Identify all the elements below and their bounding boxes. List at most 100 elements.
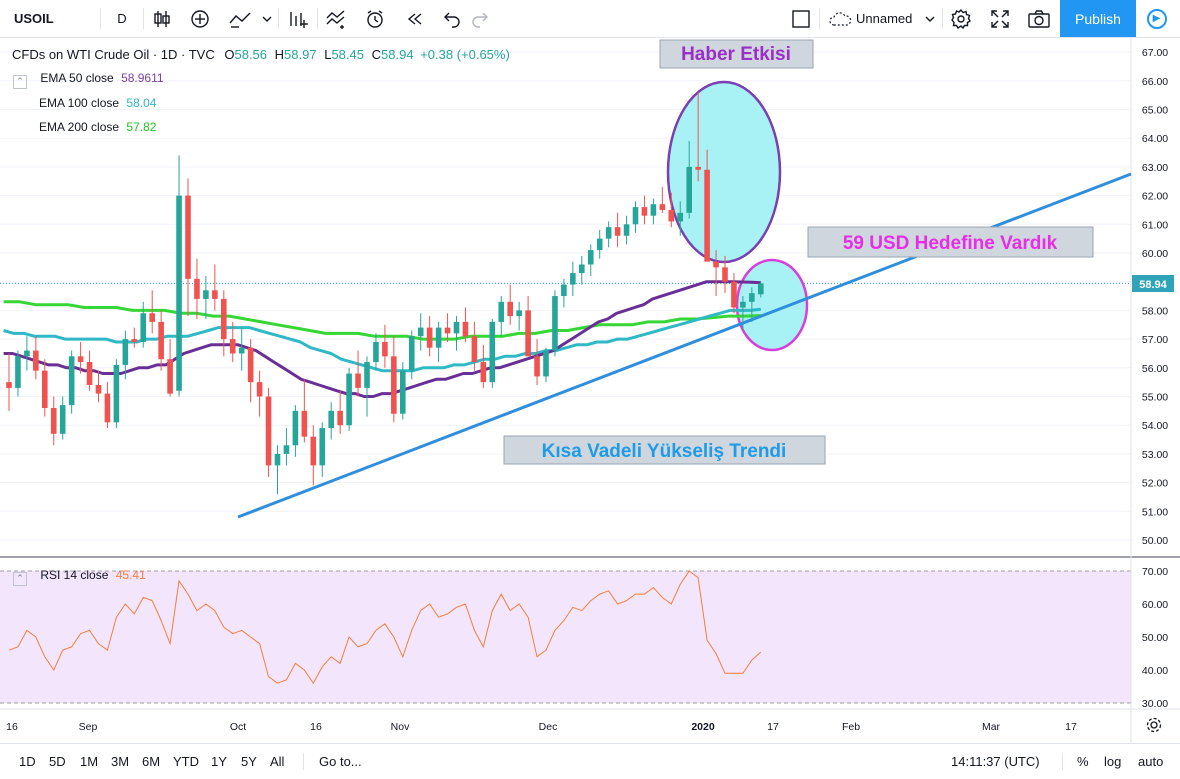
range-5d[interactable]: 5D xyxy=(49,754,66,769)
candle-body xyxy=(659,204,666,210)
layout-name[interactable]: Unnamed xyxy=(856,11,913,26)
replay-icon[interactable] xyxy=(401,0,429,37)
candle-body xyxy=(426,327,433,348)
target-annotation[interactable]: 59 USD Hedefine Vardık xyxy=(807,226,1094,258)
candle-body xyxy=(292,410,299,446)
candles-icon[interactable] xyxy=(148,0,176,37)
candle-body xyxy=(668,209,675,222)
collapse-legend-icon[interactable]: ⌃ xyxy=(13,75,27,89)
candle-body xyxy=(400,370,406,414)
rsi-legend[interactable]: ⌃ RSI 14 close 45.41 xyxy=(13,568,146,586)
percent-toggle[interactable]: % xyxy=(1077,754,1089,769)
rsi-tick-label: 60.00 xyxy=(1142,599,1168,611)
range-1y[interactable]: 1Y xyxy=(211,754,227,769)
trend-annotation[interactable]: Kısa Vadeli Yükseliş Trendi xyxy=(503,435,826,465)
rsi-tick-label: 50.00 xyxy=(1142,632,1168,644)
camera-icon[interactable] xyxy=(1023,0,1055,37)
goto-button[interactable]: Go to... xyxy=(319,754,362,769)
gear-icon[interactable] xyxy=(946,0,976,37)
indicator-legend-ema200[interactable]: EMA 200 close 57.82 xyxy=(39,120,157,134)
price-tick-label: 67.00 xyxy=(1142,47,1168,59)
news-ellipse[interactable] xyxy=(666,80,782,264)
collapse-rsi-icon[interactable]: ⌃ xyxy=(13,572,27,586)
candle-body xyxy=(68,356,75,406)
price-tick-label: 60.00 xyxy=(1142,248,1168,260)
chart-title: CFDs on WTI Crude Oil · 1D · TVC xyxy=(12,47,215,62)
time-tick-label: Dec xyxy=(539,721,558,733)
price-tick-label: 51.00 xyxy=(1142,506,1168,518)
candle-body xyxy=(33,350,39,371)
last-price-badge xyxy=(1132,275,1174,292)
range-1d[interactable]: 1D xyxy=(19,754,36,769)
indicator-legend-ema50[interactable]: ⌃ EMA 50 close 58.9611 xyxy=(13,71,164,89)
time-tick-label: 2020 xyxy=(691,721,715,733)
candle-body xyxy=(328,410,334,429)
candle-body xyxy=(15,356,21,388)
toolbar-divider xyxy=(317,8,318,29)
candle-body xyxy=(346,373,352,426)
price-tick-label: 54.00 xyxy=(1142,420,1168,432)
add-indicator-icon[interactable] xyxy=(186,0,214,37)
publish-button[interactable]: Publish xyxy=(1060,0,1136,37)
redo-icon[interactable] xyxy=(466,0,494,37)
time-tick-label: Oct xyxy=(230,721,246,733)
news-annotation[interactable]: Haber Etkisi xyxy=(659,39,814,69)
price-axis[interactable]: 50.00 51.00 52.00 53.00 54.00 55.00 56.00 57.00… xyxy=(1142,47,1168,547)
candle-body xyxy=(42,370,48,408)
range-5y[interactable]: 5Y xyxy=(241,754,257,769)
candle-body xyxy=(212,290,218,299)
candle-body xyxy=(122,339,129,365)
range-all[interactable]: All xyxy=(270,754,285,769)
candle-body xyxy=(641,207,648,216)
candle-body xyxy=(471,336,478,363)
axis-settings-icon[interactable] xyxy=(1146,717,1162,733)
price-tick-label: 50.00 xyxy=(1142,535,1168,547)
ohlc-close: 58.94 xyxy=(381,47,414,62)
fullscreen-icon[interactable] xyxy=(985,0,1015,37)
candle-body xyxy=(749,293,755,302)
compare-icon[interactable] xyxy=(283,0,311,37)
candle-body xyxy=(587,250,594,265)
rsi-line xyxy=(8,570,762,685)
range-6m[interactable]: 6M xyxy=(142,754,161,769)
toolbar-divider xyxy=(942,8,943,29)
play-icon[interactable]: ▶ xyxy=(1138,0,1175,37)
rsi-axis[interactable]: 30.00 40.00 50.00 60.00 70.00 xyxy=(1142,566,1168,710)
candle-body xyxy=(247,347,254,383)
symbol-search-button[interactable]: USOIL xyxy=(14,11,54,26)
ema100-path xyxy=(3,307,761,373)
indicators-icon[interactable] xyxy=(224,0,258,37)
chart-svg[interactable]: 50.00 51.00 52.00 53.00 54.00 55.00 56.00 57.00… xyxy=(0,38,1180,743)
chevron-down-icon[interactable] xyxy=(922,0,938,37)
candle-body xyxy=(552,296,558,351)
interval-button[interactable]: D xyxy=(117,11,127,26)
auto-toggle[interactable]: auto xyxy=(1138,754,1164,769)
chart-area[interactable]: 50.00 51.00 52.00 53.00 54.00 55.00 56.00 57.00… xyxy=(0,38,1180,743)
range-1m[interactable]: 1M xyxy=(80,754,99,769)
candle-body xyxy=(238,347,245,354)
range-3m[interactable]: 3M xyxy=(111,754,130,769)
candle-body xyxy=(677,212,684,222)
undo-icon[interactable] xyxy=(438,0,466,37)
candle-body xyxy=(265,396,272,466)
time-tick-label: 16 xyxy=(310,721,322,733)
range-ytd[interactable]: YTD xyxy=(173,754,199,769)
time-axis[interactable]: 16 Sep Oct 16 Nov Dec 2020 17 Feb Mar 17 xyxy=(6,721,1077,733)
news-annotation-text: Haber Etkisi xyxy=(681,44,791,65)
last-price-label: 58.94 xyxy=(1139,279,1167,291)
candle-body xyxy=(337,410,343,426)
candle-body xyxy=(283,445,290,454)
candle-body xyxy=(516,310,522,317)
candle-body xyxy=(221,298,227,340)
log-toggle[interactable]: log xyxy=(1104,754,1122,769)
templates-icon[interactable] xyxy=(322,0,350,37)
layout-square-icon[interactable] xyxy=(786,0,816,37)
time-tick-label: 17 xyxy=(767,721,779,733)
price-tick-label: 65.00 xyxy=(1142,105,1168,117)
chevron-down-icon[interactable] xyxy=(258,0,276,37)
target-ellipse[interactable] xyxy=(735,258,809,352)
indicator-legend-ema100[interactable]: EMA 100 close 58.04 xyxy=(39,96,157,110)
chart-header: CFDs on WTI Crude Oil · 1D · TVC O58.56 … xyxy=(12,47,510,62)
alert-icon[interactable] xyxy=(360,0,390,37)
clock-time[interactable]: 14:11:37 (UTC) xyxy=(951,754,1040,769)
